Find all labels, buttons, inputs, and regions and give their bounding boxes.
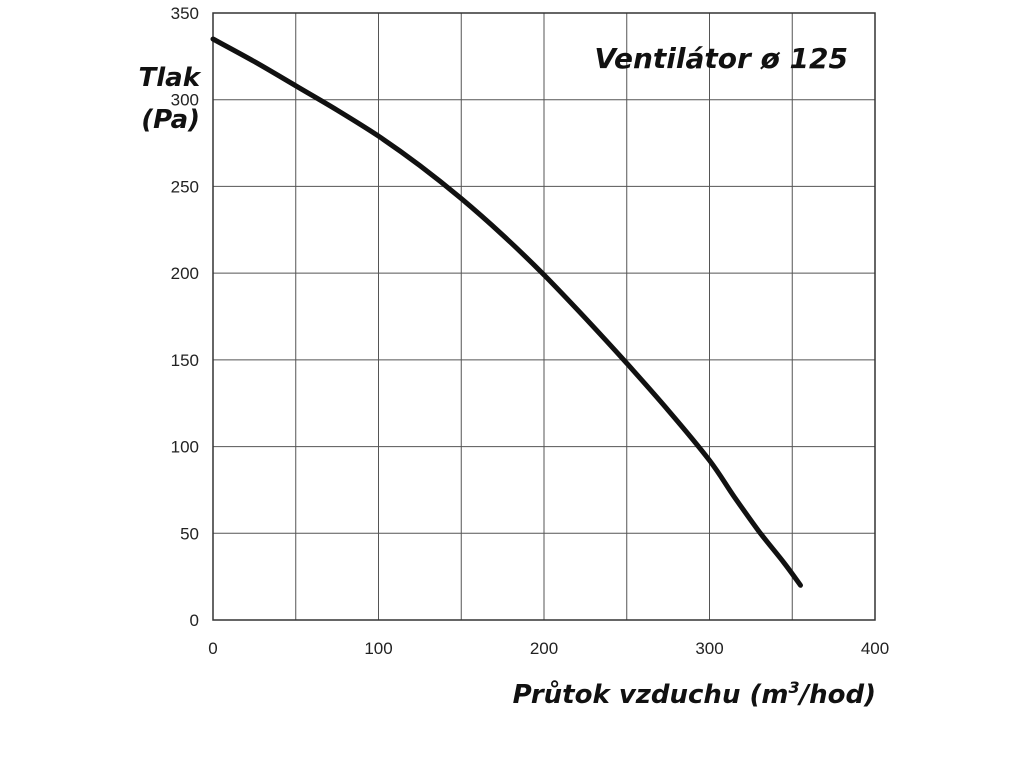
x-tick-label: 200 bbox=[530, 639, 558, 658]
y-tick-label: 350 bbox=[171, 4, 199, 23]
x-tick-label: 0 bbox=[208, 639, 217, 658]
x-tick-label: 400 bbox=[861, 639, 889, 658]
x-tick-label: 300 bbox=[695, 639, 723, 658]
y-axis-label-line2: (Pa) bbox=[141, 105, 200, 135]
y-tick-label: 100 bbox=[171, 438, 199, 457]
series-line bbox=[210, 36, 803, 588]
y-axis-label-line1: Tlak bbox=[139, 63, 202, 93]
y-tick-label: 250 bbox=[171, 177, 199, 196]
x-axis-label: Průtok vzduchu (m3/hod) bbox=[513, 678, 876, 710]
grid bbox=[212, 12, 876, 621]
y-tick-label: 50 bbox=[180, 524, 199, 543]
chart-title: Ventilátor ø 125 bbox=[594, 42, 848, 75]
y-tick-label: 300 bbox=[171, 91, 199, 110]
y-tick-label: 150 bbox=[171, 351, 199, 370]
y-tick-label: 0 bbox=[190, 611, 199, 630]
plot-frame bbox=[212, 12, 876, 621]
y-tick-label: 200 bbox=[171, 264, 199, 283]
x-tick-label: 100 bbox=[364, 639, 392, 658]
tick-labels: 0 100 200 300 400 0 50 100 150 200 250 300 350 bbox=[171, 4, 890, 658]
